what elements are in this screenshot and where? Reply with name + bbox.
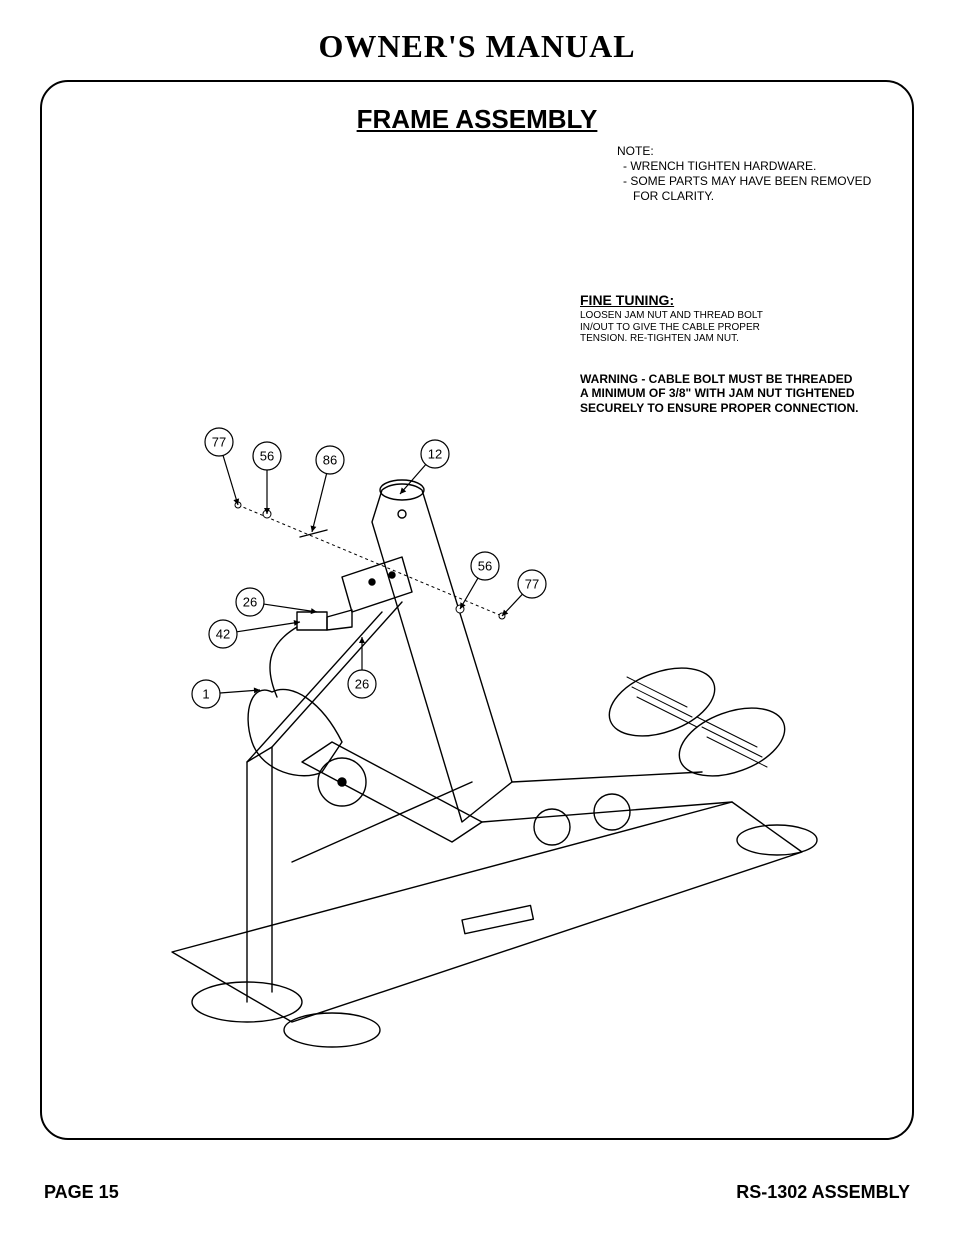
callout-label: 56: [260, 449, 274, 464]
footer-assembly: RS-1302 ASSEMBLY: [736, 1182, 910, 1203]
note-line-3: FOR CLARITY.: [617, 189, 907, 204]
warning-line-3: SECURELY TO ENSURE PROPER CONNECTION.: [580, 401, 910, 415]
content-frame: FRAME ASSEMBLY NOTE: - WRENCH TIGHTEN HA…: [40, 80, 914, 1140]
callout-label: 26: [355, 677, 369, 692]
callout-bubble: [209, 620, 237, 648]
callout-label: 42: [216, 627, 230, 642]
callout-bubble: [471, 552, 499, 580]
callout-label: 56: [478, 559, 492, 574]
callout-label: 77: [212, 435, 226, 450]
callout-label: 77: [525, 577, 539, 592]
callout-bubble: [253, 442, 281, 470]
callout-bubble: [192, 680, 220, 708]
section-title: FRAME ASSEMBLY: [42, 104, 912, 135]
callout-label: 1: [202, 687, 209, 702]
fine-tuning-body: LOOSEN JAM NUT AND THREAD BOLT IN/OUT TO…: [580, 310, 770, 345]
callout-bubble: [348, 670, 376, 698]
fine-tuning-heading: FINE TUNING:: [580, 292, 890, 308]
callout-label: 26: [243, 595, 257, 610]
callout-label: 12: [428, 447, 442, 462]
callout-bubble: [236, 588, 264, 616]
warning-line-2: A MINIMUM OF 3/8" WITH JAM NUT TIGHTENED: [580, 386, 910, 400]
page-title: OWNER'S MANUAL: [0, 0, 954, 65]
warning-line-1: WARNING - CABLE BOLT MUST BE THREADED: [580, 372, 910, 386]
note-block: NOTE: - WRENCH TIGHTEN HARDWARE. - SOME …: [617, 144, 907, 204]
assembly-diagram: 77 56 86 12 56 77 26 42 1 26: [42, 82, 916, 1142]
callout-bubble: [421, 440, 449, 468]
callout-label: 86: [323, 453, 337, 468]
note-line-2: - SOME PARTS MAY HAVE BEEN REMOVED: [617, 174, 907, 189]
warning-block: WARNING - CABLE BOLT MUST BE THREADED A …: [580, 372, 910, 415]
callout-bubble: [316, 446, 344, 474]
footer-page: PAGE 15: [44, 1182, 119, 1203]
fine-tuning-block: FINE TUNING: LOOSEN JAM NUT AND THREAD B…: [580, 292, 890, 345]
note-heading: NOTE:: [617, 144, 907, 159]
callout-bubble: [205, 428, 233, 456]
note-line-1: - WRENCH TIGHTEN HARDWARE.: [617, 159, 907, 174]
callout-bubble: [518, 570, 546, 598]
